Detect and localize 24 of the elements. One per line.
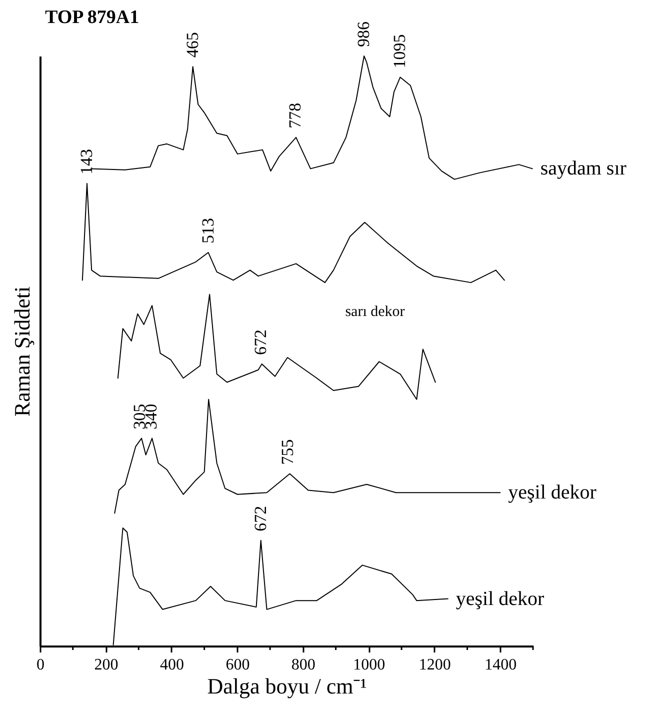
x-tick-label: 800 <box>291 656 316 674</box>
annotation: 1095 <box>390 34 409 68</box>
annotation: sarı dekor <box>345 304 405 320</box>
x-tick-label: 400 <box>160 656 184 674</box>
annotation: 755 <box>278 439 298 465</box>
x-tick-label: 0 <box>36 656 44 674</box>
y-axis-title: Raman Şiddeti <box>10 286 34 417</box>
annotation: 778 <box>286 102 305 128</box>
x-tick-label: 200 <box>94 656 118 674</box>
chart-title: TOP 879A1 <box>45 7 140 28</box>
annotation: 672 <box>250 329 270 355</box>
annotation: 513 <box>198 218 218 244</box>
series-label: yeşil dekor <box>508 482 597 504</box>
annotation: 986 <box>354 22 374 47</box>
annotation: 672 <box>250 506 270 532</box>
x-tick-label: 1200 <box>418 656 451 674</box>
x-tick-label: 1400 <box>484 656 517 674</box>
x-tick-label: 1000 <box>353 656 386 674</box>
annotation: 465 <box>182 32 202 58</box>
x-tick-label: 600 <box>226 656 250 674</box>
x-axis-title: Dalga boyu / cm⁻¹ <box>207 674 367 698</box>
series-label: saydam sır <box>540 158 627 180</box>
series-label: yeşil dekor <box>456 588 545 610</box>
annotation: 143 <box>77 148 96 174</box>
